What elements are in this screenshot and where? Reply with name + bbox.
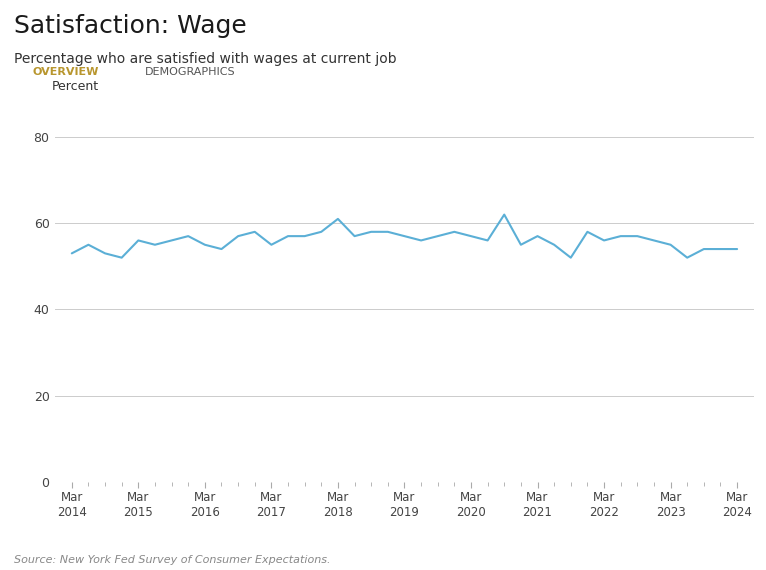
Text: Percentage who are satisfied with wages at current job: Percentage who are satisfied with wages … (14, 52, 397, 67)
Text: OVERVIEW: OVERVIEW (32, 67, 99, 77)
Text: Source: New York Fed Survey of Consumer Expectations.: Source: New York Fed Survey of Consumer … (14, 555, 330, 565)
Text: DEMOGRAPHICS: DEMOGRAPHICS (145, 67, 235, 77)
Text: Satisfaction: Wage: Satisfaction: Wage (14, 14, 247, 38)
Text: Percent: Percent (51, 80, 99, 93)
